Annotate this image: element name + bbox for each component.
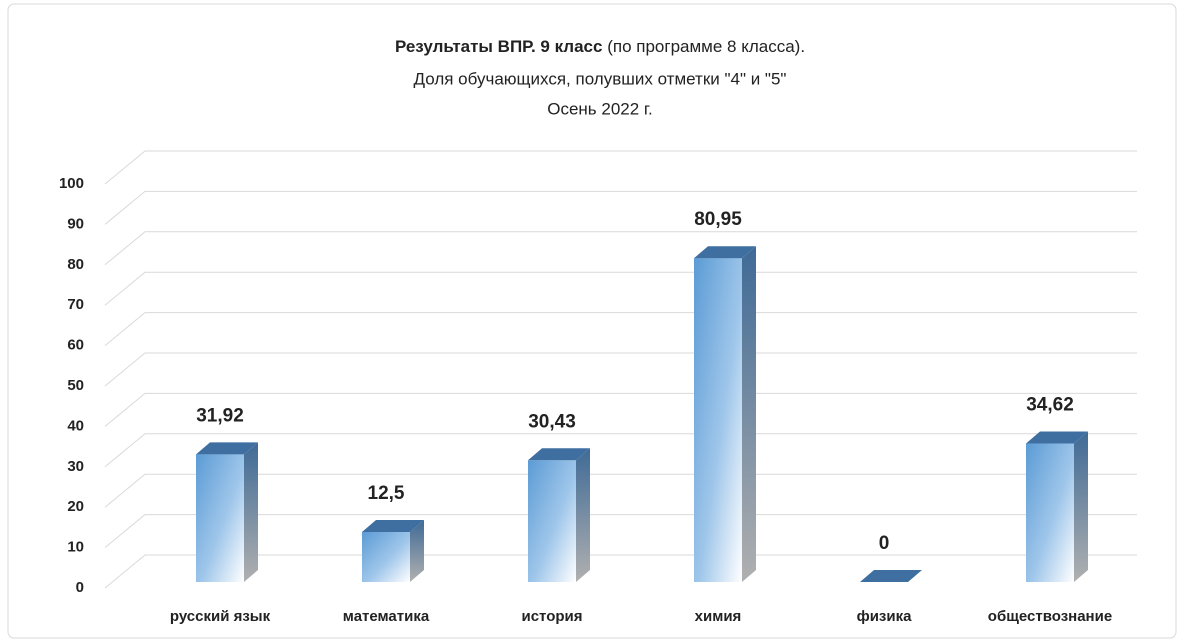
- bar-front: [694, 258, 742, 582]
- bar-top: [694, 246, 756, 259]
- bar-top: [196, 442, 258, 455]
- bar-side: [1074, 431, 1088, 582]
- bar-top: [362, 520, 424, 532]
- bar: [528, 448, 590, 582]
- chart-title: Результаты ВПР. 9 класс (по программе 8 …: [395, 37, 805, 56]
- y-tick-label: 90: [67, 215, 84, 232]
- y-tick-label: 100: [59, 175, 84, 192]
- x-tick-label: физика: [857, 608, 913, 625]
- bar-side: [576, 448, 590, 582]
- data-label: 31,92: [196, 405, 244, 426]
- grid-line: [104, 231, 1137, 266]
- bar-top: [860, 570, 922, 582]
- bar-top: [1026, 431, 1088, 444]
- grid-line: [104, 190, 1137, 225]
- grid-line: [104, 271, 1137, 306]
- y-tick-label: 60: [67, 337, 84, 354]
- data-label: 80,95: [694, 209, 742, 230]
- grid-line: [104, 150, 1137, 185]
- y-tick-label: 20: [67, 498, 84, 515]
- grid-line: [104, 392, 1137, 427]
- bar: [1026, 431, 1088, 582]
- y-tick-label: 70: [67, 296, 84, 313]
- title-bold: Результаты ВПР. 9 класс: [395, 37, 603, 56]
- x-tick-label: история: [521, 608, 582, 625]
- x-tick-label: обществознание: [988, 608, 1112, 625]
- x-tick-label: русский язык: [170, 608, 271, 625]
- grid-line: [104, 312, 1137, 346]
- data-label: 12,5: [368, 483, 405, 504]
- bar-front: [528, 460, 576, 582]
- x-tick-label: химия: [695, 608, 742, 625]
- y-tick-label: 30: [67, 458, 84, 475]
- grid-line: [104, 433, 1137, 468]
- y-tick-label: 50: [67, 377, 84, 394]
- data-label: 34,62: [1026, 395, 1074, 416]
- bar: [860, 570, 922, 582]
- y-tick-label: 10: [67, 539, 84, 556]
- bar: [196, 442, 258, 582]
- chart-subtitle: Доля обучающихся, полувших отметки "4" и…: [414, 69, 787, 88]
- bar-front: [1026, 443, 1074, 582]
- chart-subtitle: Осень 2022 г.: [547, 99, 653, 118]
- y-tick-label: 80: [67, 256, 84, 273]
- chart-frame: [7, 3, 1177, 639]
- y-tick-label: 0: [76, 579, 84, 596]
- grid-line: [104, 352, 1137, 387]
- bar: [694, 246, 756, 582]
- bar: [362, 520, 424, 582]
- x-tick-label: математика: [343, 608, 430, 625]
- bar-top: [528, 448, 590, 461]
- bar-front: [362, 532, 410, 582]
- bar-front: [196, 454, 244, 582]
- grid-line: [104, 514, 1137, 548]
- data-label: 30,43: [528, 411, 576, 432]
- title-rest: (по программе 8 класса).: [607, 37, 805, 56]
- grid-line: [104, 473, 1137, 508]
- bar-side: [410, 520, 424, 582]
- y-tick-label: 40: [67, 417, 84, 434]
- grid-line: [104, 554, 1137, 589]
- bar-side: [742, 246, 756, 582]
- data-label: 0: [879, 533, 890, 554]
- bar-side: [244, 442, 258, 582]
